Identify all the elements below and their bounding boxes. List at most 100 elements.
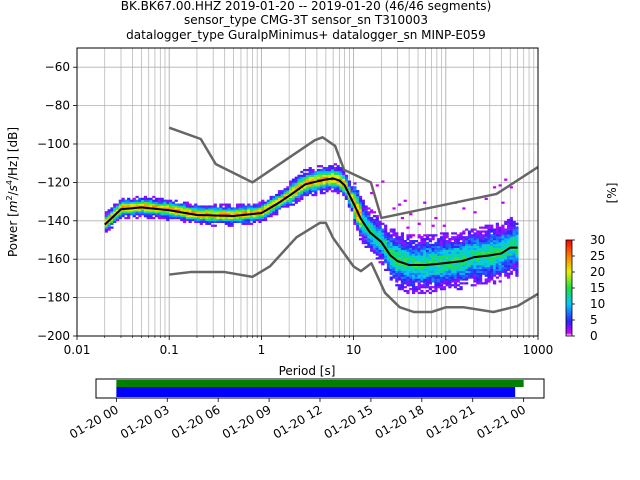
density-cell (163, 199, 167, 202)
density-cell (210, 216, 215, 220)
density-cell (236, 203, 240, 206)
density-cell (484, 226, 488, 229)
density-cell (501, 249, 505, 252)
density-cell (328, 184, 332, 187)
timeline-tick-label: 01-20 18 (373, 402, 427, 441)
density-cell (445, 255, 449, 258)
density-cell (506, 259, 511, 262)
density-cell (328, 174, 332, 177)
density-cell (509, 230, 513, 233)
density-cell (425, 282, 430, 285)
density-cell (437, 264, 441, 268)
density-cell (409, 280, 413, 283)
density-cell (439, 282, 444, 285)
density-cell (121, 211, 125, 214)
density-cell (484, 247, 488, 250)
density-cell (135, 195, 139, 199)
density-cell (110, 220, 114, 224)
density-cell (269, 209, 273, 212)
density-cell (490, 251, 494, 254)
density-cell (358, 238, 363, 241)
density-cell (342, 190, 346, 193)
density-cell (367, 211, 371, 214)
density-cell (459, 272, 463, 275)
density-cell (392, 266, 396, 270)
density-cell (459, 266, 463, 270)
density-cell (414, 264, 418, 268)
density-cell (300, 190, 304, 193)
density-cell (470, 259, 474, 262)
density-cell (487, 232, 491, 235)
density-cell (512, 251, 516, 254)
density-cell (403, 257, 407, 260)
density-cell (501, 224, 505, 227)
density-cell (277, 195, 282, 199)
density-cell (453, 268, 458, 272)
density-cell (350, 190, 354, 193)
density-cell (400, 280, 405, 283)
density-cell (386, 259, 391, 262)
density-cell (398, 240, 402, 243)
density-cell (509, 222, 513, 225)
density-cell (498, 232, 502, 235)
density-cell (367, 226, 371, 229)
density-cell (487, 278, 491, 281)
density-cell (439, 264, 444, 268)
density-cell (277, 197, 282, 200)
density-cell (411, 264, 416, 268)
density-cell (252, 211, 256, 214)
density-cell (358, 203, 363, 206)
density-cell (129, 203, 134, 206)
density-cell (266, 211, 270, 214)
density-cell (498, 241, 502, 245)
density-cell (481, 270, 486, 273)
density-cell (445, 232, 449, 235)
density-cell (456, 240, 460, 243)
density-cell (414, 288, 418, 291)
x-axis-ticks: 0.01 0.1 1 10 100 1000 (64, 336, 553, 357)
density-cell (168, 213, 173, 216)
density-cell (356, 215, 360, 218)
x-tick-label: 1 (258, 343, 266, 357)
density-cell (322, 182, 326, 185)
density-cell (490, 263, 494, 266)
density-cell (459, 251, 463, 254)
density-cell (258, 216, 262, 220)
density-cell (384, 241, 388, 245)
density-cell (467, 251, 472, 254)
density-cell (314, 174, 318, 177)
density-cell (442, 280, 446, 283)
density-cell (372, 218, 377, 222)
density-cell (381, 230, 385, 233)
density-cell (219, 211, 223, 214)
density-cell (456, 276, 460, 279)
density-cell (233, 213, 237, 216)
density-cell (308, 176, 312, 179)
density-cell (506, 268, 511, 272)
density-cell (428, 276, 432, 279)
density-cell (308, 192, 312, 195)
density-cell (389, 249, 393, 252)
density-cell (434, 261, 438, 264)
density-cell (515, 243, 519, 247)
density-cell (506, 220, 511, 224)
density-cell (115, 209, 120, 212)
density-cell (160, 205, 164, 208)
density-cell (378, 247, 382, 250)
density-cell (398, 266, 402, 270)
density-cell (255, 203, 259, 206)
density-cell (476, 247, 480, 250)
density-cell (344, 195, 349, 199)
density-cell (275, 201, 279, 204)
density-cell (364, 220, 368, 224)
density-cell (317, 176, 321, 179)
density-cell (398, 255, 402, 258)
density-cell (344, 184, 349, 187)
density-cell (110, 222, 114, 225)
density-cell (414, 266, 418, 270)
density-cell (344, 192, 349, 195)
density-cell (462, 257, 466, 260)
density-cell (509, 251, 513, 254)
density-cell (370, 209, 374, 212)
density-cell (182, 207, 187, 210)
